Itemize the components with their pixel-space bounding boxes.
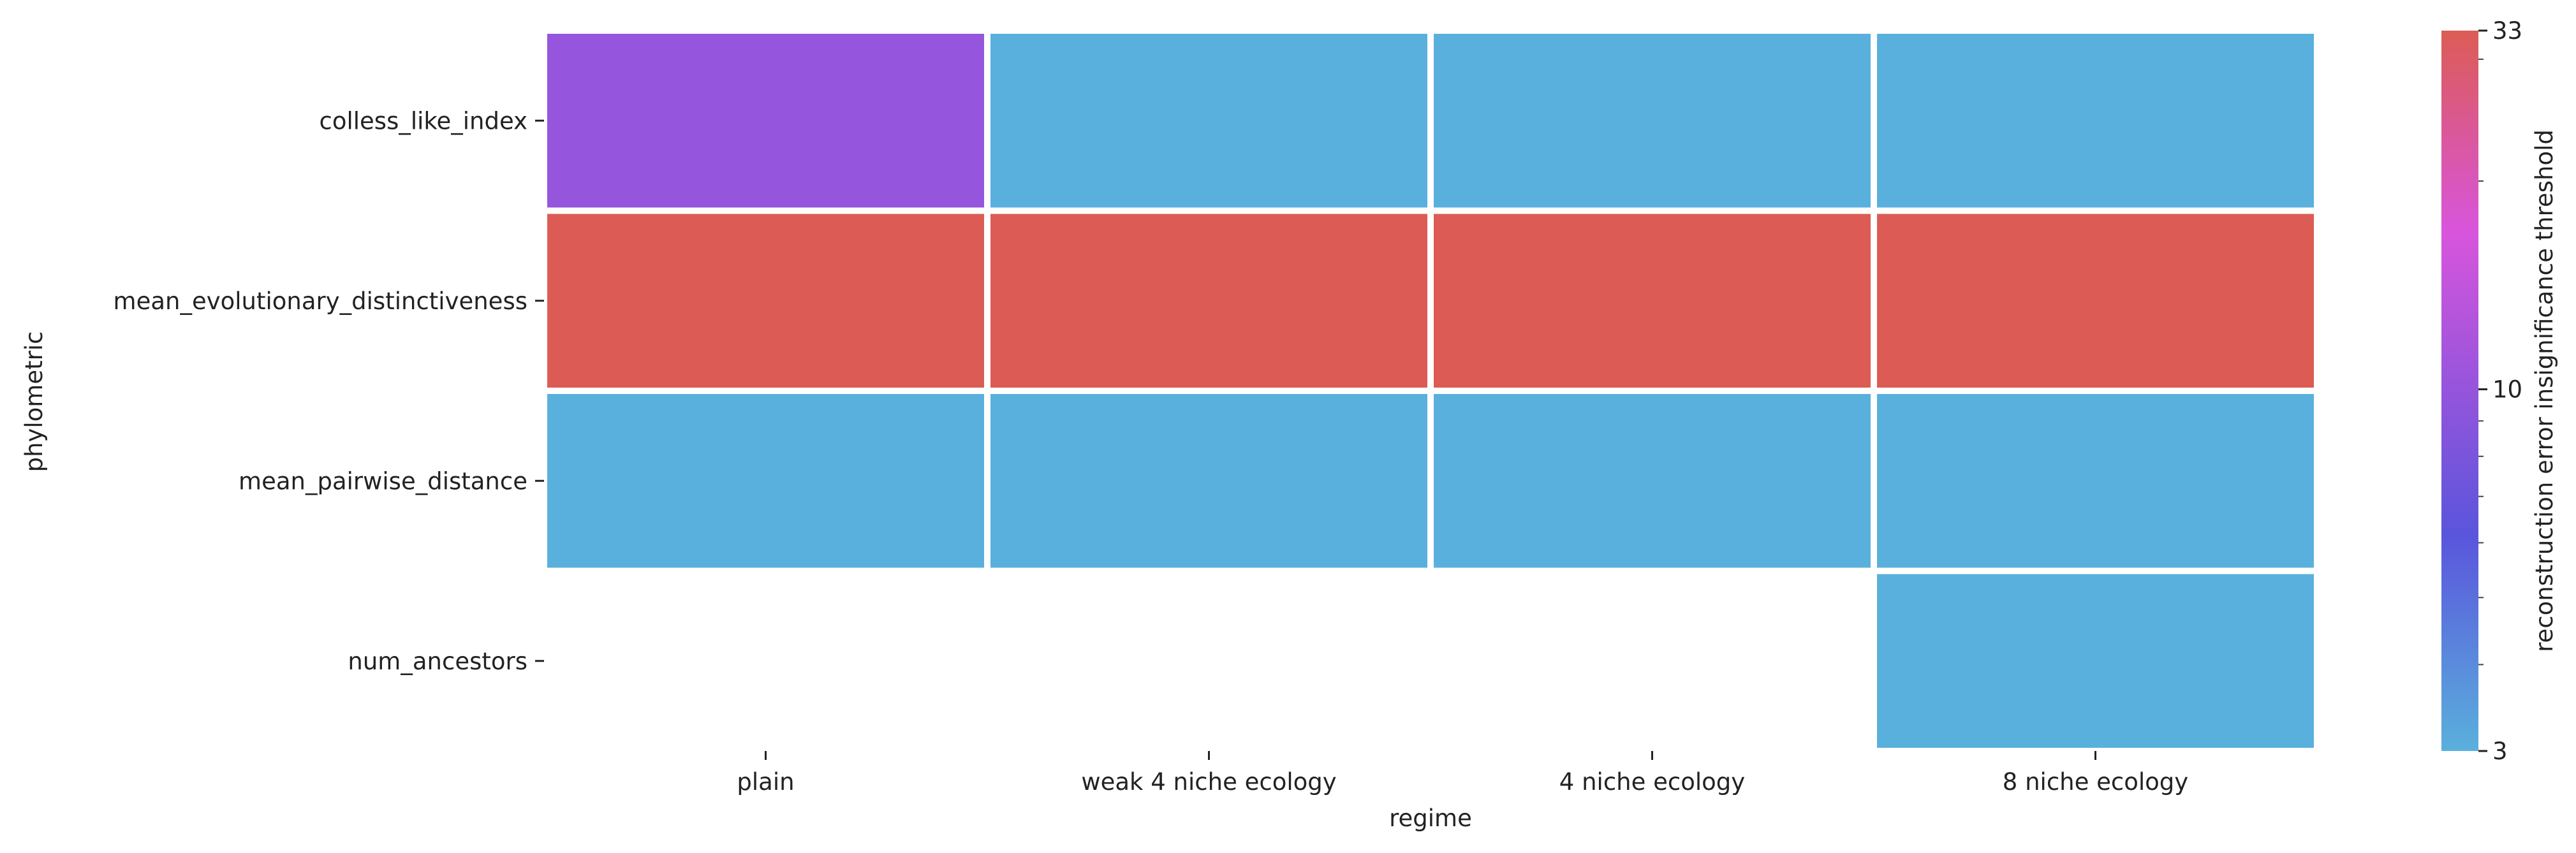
colorbar-tick-label: 33 (2492, 17, 2522, 45)
heatmap-cell (1871, 207, 2320, 394)
colorbar-tick-label: 3 (2492, 738, 2508, 765)
heatmap-cell (1427, 27, 1877, 214)
y-tick-label: mean_evolutionary_distinctiveness (114, 288, 527, 315)
colorbar-title: reconstruction error insignificance thre… (2531, 129, 2558, 652)
heatmap-cell (1871, 388, 2320, 574)
heatmap-cells (541, 27, 2320, 754)
x-axis-ticks: plain weak 4 niche ecology 4 niche ecology… (737, 751, 2188, 796)
colorbar (2441, 31, 2478, 751)
y-axis-title: phylometric (20, 332, 48, 472)
heatmap-cell (541, 207, 990, 394)
colorbar-ticks: 3 10 33 (2478, 17, 2522, 765)
heatmap-cell (1871, 567, 2320, 754)
heatmap-cell (1871, 27, 2320, 214)
y-axis-ticks: colless_like_index mean_evolutionary_dist… (114, 107, 544, 675)
heatmap-cell (541, 388, 990, 574)
x-tick-label: weak 4 niche ecology (1081, 768, 1336, 796)
y-tick-label: colless_like_index (319, 107, 527, 135)
heatmap-cell (984, 27, 1434, 214)
heatmap-cell (984, 388, 1434, 574)
heatmap-cell (984, 207, 1434, 394)
y-tick-label: mean_pairwise_distance (239, 467, 527, 495)
colorbar-tick-label: 10 (2492, 376, 2522, 404)
y-tick-label: num_ancestors (348, 648, 527, 675)
x-tick-label: 8 niche ecology (2003, 768, 2188, 796)
heatmap-cell (541, 27, 990, 214)
x-tick-label: plain (737, 768, 794, 796)
x-axis-title: regime (1389, 805, 1472, 832)
heatmap-cell (1427, 207, 1877, 394)
heatmap-cell (1427, 388, 1877, 574)
x-tick-label: 4 niche ecology (1559, 768, 1745, 796)
